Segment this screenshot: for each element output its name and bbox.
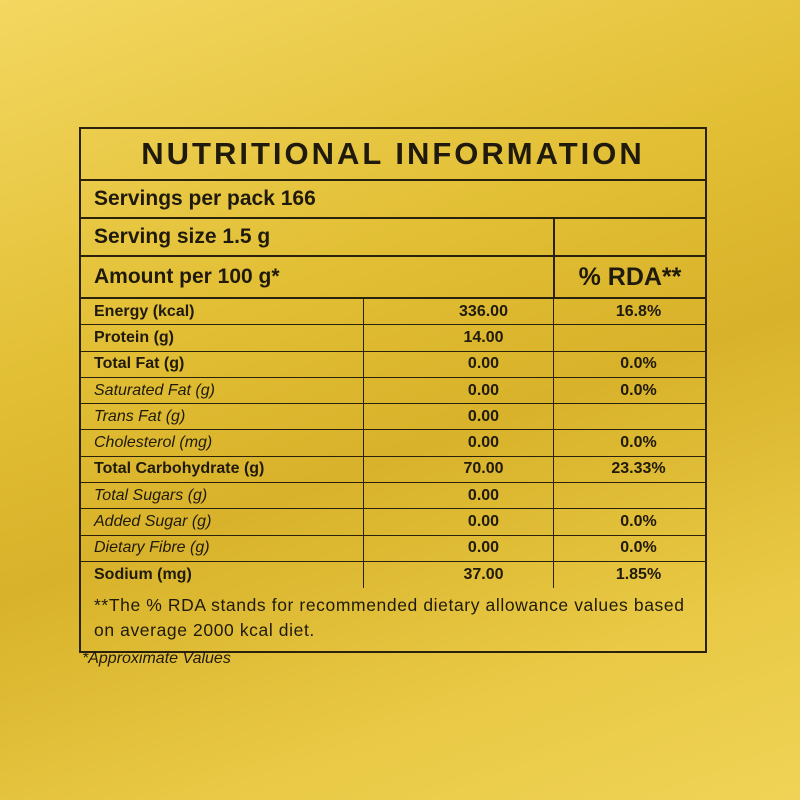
nutrient-row: Trans Fat (g) 0.00 <box>81 404 705 431</box>
nutrient-rda <box>553 483 705 509</box>
rda-header: % RDA** <box>553 257 705 297</box>
nutrient-name: Trans Fat (g) <box>94 407 186 425</box>
serving-size-row: Serving size 1.5 g <box>81 219 705 257</box>
nutrient-name: Cholesterol (mg) <box>94 434 213 452</box>
nutrient-name: Protein (g) <box>94 328 174 346</box>
nutrient-rda: 16.8% <box>553 299 705 325</box>
nutrient-value: 0.00 <box>363 377 553 404</box>
amount-header-row: Amount per 100 g* % RDA** <box>81 257 705 299</box>
rda-footnote: **The % RDA stands for recommended dieta… <box>94 595 685 641</box>
nutrient-name: Saturated Fat (g) <box>94 381 215 399</box>
nutrient-row: Dietary Fibre (g) 0.00 0.0% <box>81 535 705 562</box>
nutrient-value: 0.00 <box>363 430 553 456</box>
nutrient-row: Total Carbohydrate (g) 70.00 23.33% <box>81 456 705 484</box>
nutrient-row: Total Fat (g) 0.00 0.0% <box>81 351 705 378</box>
nutrient-value: 70.00 <box>363 456 553 483</box>
nutrient-rda: 0.0% <box>553 509 705 535</box>
servings-per-pack: Servings per pack 166 <box>94 187 316 210</box>
nutrient-row: Energy (kcal) 336.00 16.8% <box>81 299 705 326</box>
nutrient-rda <box>553 325 705 351</box>
nutrient-value: 0.00 <box>363 509 553 535</box>
nutrient-row: Added Sugar (g) 0.00 0.0% <box>81 509 705 536</box>
nutrient-value: 37.00 <box>363 561 553 589</box>
servings-row: Servings per pack 166 <box>81 181 705 219</box>
nutrient-row: Protein (g) 14.00 <box>81 325 705 352</box>
nutrient-rda: 23.33% <box>553 456 705 483</box>
nutrient-row: Saturated Fat (g) 0.00 0.0% <box>81 377 705 405</box>
panel-title: NUTRITIONAL INFORMATION <box>81 129 705 181</box>
nutrient-table: Energy (kcal) 336.00 16.8% Protein (g) 14.00… <box>81 299 705 589</box>
serving-size-empty-cell <box>553 219 705 255</box>
nutrient-name: Dietary Fibre (g) <box>94 539 210 557</box>
nutrient-value: 0.00 <box>363 404 553 430</box>
nutrient-rda: 0.0% <box>553 535 705 561</box>
nutrient-row: Sodium (mg) 37.00 1.85% <box>81 561 705 589</box>
nutrient-rda: 1.85% <box>553 561 705 589</box>
approximate-values-note: *Approximate Values <box>82 650 231 667</box>
nutrient-name: Energy (kcal) <box>94 302 195 320</box>
nutrient-value: 0.00 <box>363 535 553 561</box>
nutrient-name: Sodium (mg) <box>94 566 192 584</box>
nutrient-value: 0.00 <box>363 483 553 509</box>
serving-size: Serving size 1.5 g <box>94 225 271 248</box>
nutrient-rda: 0.0% <box>553 430 705 456</box>
nutrition-panel: NUTRITIONAL INFORMATION Servings per pac… <box>79 127 707 654</box>
nutrient-name: Added Sugar (g) <box>94 513 212 531</box>
nutrient-row: Total Sugars (g) 0.00 <box>81 483 705 510</box>
nutrient-rda <box>553 404 705 430</box>
nutrient-name: Total Carbohydrate (g) <box>94 460 265 478</box>
nutrient-value: 0.00 <box>363 351 553 377</box>
amount-per-label: Amount per 100 g* <box>94 265 280 288</box>
nutrient-row: Cholesterol (mg) 0.00 0.0% <box>81 430 705 457</box>
nutrient-value: 336.00 <box>363 299 553 325</box>
nutrient-value: 14.00 <box>363 325 553 351</box>
nutrient-name: Total Fat (g) <box>94 355 185 373</box>
nutrient-rda: 0.0% <box>553 377 705 404</box>
nutrient-name: Total Sugars (g) <box>94 486 208 504</box>
nutrient-rda: 0.0% <box>553 351 705 377</box>
